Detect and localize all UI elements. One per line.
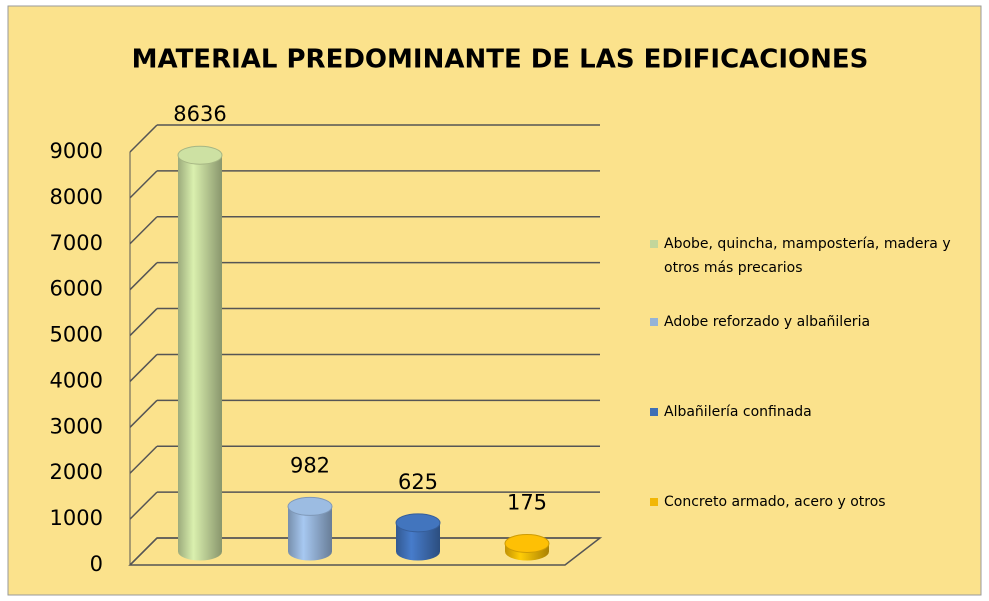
legend-swatch xyxy=(650,408,658,416)
grid-line xyxy=(129,308,158,337)
value-label: 8636 xyxy=(173,102,226,126)
cylinder xyxy=(177,145,223,561)
y-tick-label: 7000 xyxy=(50,231,103,255)
grid-line xyxy=(129,124,158,153)
chart-title: MATERIAL PREDOMINANTE DE LAS EDIFICACION… xyxy=(132,45,869,75)
y-tick-label: 9000 xyxy=(50,139,103,163)
value-label: 175 xyxy=(507,490,547,514)
cylinder xyxy=(395,513,441,561)
cylinder-top xyxy=(395,513,441,533)
cylinder-top xyxy=(287,496,333,516)
grid-line xyxy=(129,353,158,382)
legend-swatch xyxy=(650,240,658,248)
y-tick-label: 6000 xyxy=(50,277,103,301)
cylinder xyxy=(287,496,333,561)
y-tick-label: 5000 xyxy=(50,323,103,347)
value-label: 625 xyxy=(398,470,438,494)
legend-label: Albañilería confinada xyxy=(664,404,812,420)
legend-swatch xyxy=(650,318,658,326)
grid-line xyxy=(129,491,158,520)
chart-area xyxy=(7,5,982,596)
grid-line xyxy=(129,399,158,428)
legend-label: Adobe reforzado y albañileria xyxy=(664,314,871,330)
y-tick-label: 1000 xyxy=(50,506,103,530)
legend-item: Adobe reforzado y albañileria xyxy=(650,310,980,334)
y-tick-label: 2000 xyxy=(50,460,103,484)
legend-item: Abobe, quincha, mampostería, madera y ot… xyxy=(650,232,980,280)
legend-swatch xyxy=(650,498,658,506)
cylinder-top xyxy=(504,533,550,553)
legend-label: Concreto armado, acero y otros xyxy=(664,494,886,510)
grid-line xyxy=(129,445,158,474)
grid-line xyxy=(129,216,158,245)
cylinder-top xyxy=(177,145,223,165)
legend-label: Abobe, quincha, mampostería, madera y ot… xyxy=(664,236,951,276)
y-tick-label: 3000 xyxy=(50,414,103,438)
cylinder xyxy=(504,533,550,561)
value-label: 982 xyxy=(290,453,330,477)
y-tick-label: 4000 xyxy=(50,368,103,392)
y-tick-label: 0 xyxy=(90,552,103,576)
grid-line xyxy=(129,262,158,291)
grid-line xyxy=(129,170,158,199)
grid-line xyxy=(129,537,158,566)
legend-item: Concreto armado, acero y otros xyxy=(650,490,980,514)
y-tick-label: 8000 xyxy=(50,185,103,209)
legend-item: Albañilería confinada xyxy=(650,400,980,424)
cylinder-body xyxy=(178,155,222,552)
